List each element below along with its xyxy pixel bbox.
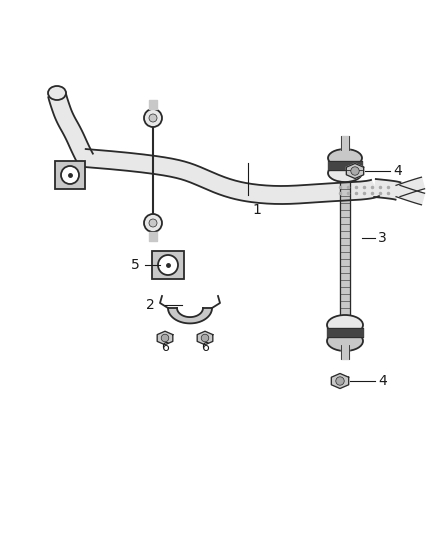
Circle shape — [161, 334, 169, 342]
Circle shape — [149, 219, 157, 227]
Text: 1: 1 — [252, 203, 261, 217]
Polygon shape — [331, 374, 349, 389]
Polygon shape — [396, 177, 424, 197]
Ellipse shape — [327, 331, 363, 351]
Polygon shape — [197, 331, 213, 345]
Text: 6: 6 — [201, 341, 209, 354]
Ellipse shape — [48, 86, 66, 100]
Circle shape — [149, 114, 157, 122]
Text: 2: 2 — [146, 298, 155, 312]
Circle shape — [144, 214, 162, 232]
Text: 3: 3 — [378, 231, 387, 245]
Circle shape — [336, 377, 344, 385]
Polygon shape — [374, 179, 400, 200]
Ellipse shape — [328, 149, 362, 167]
Circle shape — [201, 334, 209, 342]
Polygon shape — [48, 93, 93, 163]
Text: 5: 5 — [131, 258, 140, 272]
Polygon shape — [396, 185, 424, 205]
Circle shape — [144, 109, 162, 127]
Circle shape — [351, 167, 359, 175]
Circle shape — [61, 166, 79, 184]
Ellipse shape — [328, 164, 362, 182]
Polygon shape — [157, 331, 173, 345]
Text: 4: 4 — [378, 374, 387, 388]
Bar — [152, 251, 184, 279]
Polygon shape — [168, 308, 212, 324]
Ellipse shape — [327, 315, 363, 335]
Polygon shape — [84, 149, 379, 204]
Polygon shape — [346, 164, 364, 179]
Text: 6: 6 — [161, 341, 169, 354]
Bar — [55, 161, 85, 189]
Circle shape — [158, 255, 178, 275]
Text: 4: 4 — [393, 164, 402, 178]
